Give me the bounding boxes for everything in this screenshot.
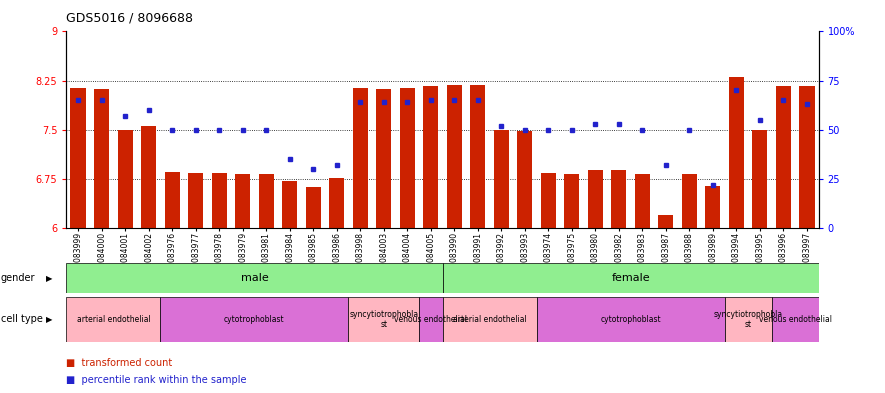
Bar xyxy=(71,88,86,228)
Bar xyxy=(188,173,204,228)
Text: venous endothelial: venous endothelial xyxy=(758,315,832,324)
Bar xyxy=(118,130,133,228)
Bar xyxy=(752,130,767,228)
Text: ▶: ▶ xyxy=(46,315,52,324)
Text: female: female xyxy=(612,273,650,283)
Bar xyxy=(494,130,509,228)
Bar xyxy=(376,89,391,228)
Bar xyxy=(423,86,438,228)
Bar xyxy=(66,263,442,293)
Bar xyxy=(658,215,673,228)
Bar xyxy=(165,172,180,228)
Bar xyxy=(447,85,462,228)
Bar xyxy=(442,297,536,342)
Bar xyxy=(235,174,250,228)
Text: arterial endothelial: arterial endothelial xyxy=(76,315,150,324)
Bar xyxy=(160,297,349,342)
Bar xyxy=(329,178,344,228)
Text: cytotrophoblast: cytotrophoblast xyxy=(224,315,285,324)
Bar xyxy=(541,173,556,228)
Bar xyxy=(681,174,697,228)
Bar xyxy=(635,174,650,228)
Bar xyxy=(799,86,814,228)
Text: venous endothelial: venous endothelial xyxy=(394,315,467,324)
Bar xyxy=(282,182,297,228)
Bar xyxy=(258,174,273,228)
Bar xyxy=(305,187,321,228)
Bar xyxy=(442,263,819,293)
Text: gender: gender xyxy=(1,273,35,283)
Bar xyxy=(517,131,533,228)
Bar xyxy=(419,297,442,342)
Text: cell type: cell type xyxy=(1,314,42,324)
Bar xyxy=(352,88,368,228)
Bar xyxy=(536,297,725,342)
Text: ▶: ▶ xyxy=(46,274,52,283)
Text: syncytiotrophobla
st: syncytiotrophobla st xyxy=(713,310,782,329)
Bar xyxy=(612,170,627,228)
Bar xyxy=(470,85,485,228)
Bar xyxy=(588,170,603,228)
Bar xyxy=(725,297,772,342)
Bar xyxy=(728,77,744,228)
Text: ■  percentile rank within the sample: ■ percentile rank within the sample xyxy=(66,375,247,385)
Text: GDS5016 / 8096688: GDS5016 / 8096688 xyxy=(66,12,194,25)
Text: cytotrophoblast: cytotrophoblast xyxy=(600,315,661,324)
Bar xyxy=(94,89,109,228)
Bar xyxy=(564,174,580,228)
Bar xyxy=(141,127,157,228)
Text: male: male xyxy=(241,273,268,283)
Text: syncytiotrophobla
st: syncytiotrophobla st xyxy=(350,310,419,329)
Bar xyxy=(400,88,415,228)
Bar xyxy=(776,86,791,228)
Bar xyxy=(705,186,720,228)
Text: ■  transformed count: ■ transformed count xyxy=(66,358,173,367)
Text: arterial endothelial: arterial endothelial xyxy=(452,315,527,324)
Bar xyxy=(212,173,227,228)
Bar xyxy=(349,297,419,342)
Bar xyxy=(772,297,819,342)
Bar xyxy=(66,297,160,342)
